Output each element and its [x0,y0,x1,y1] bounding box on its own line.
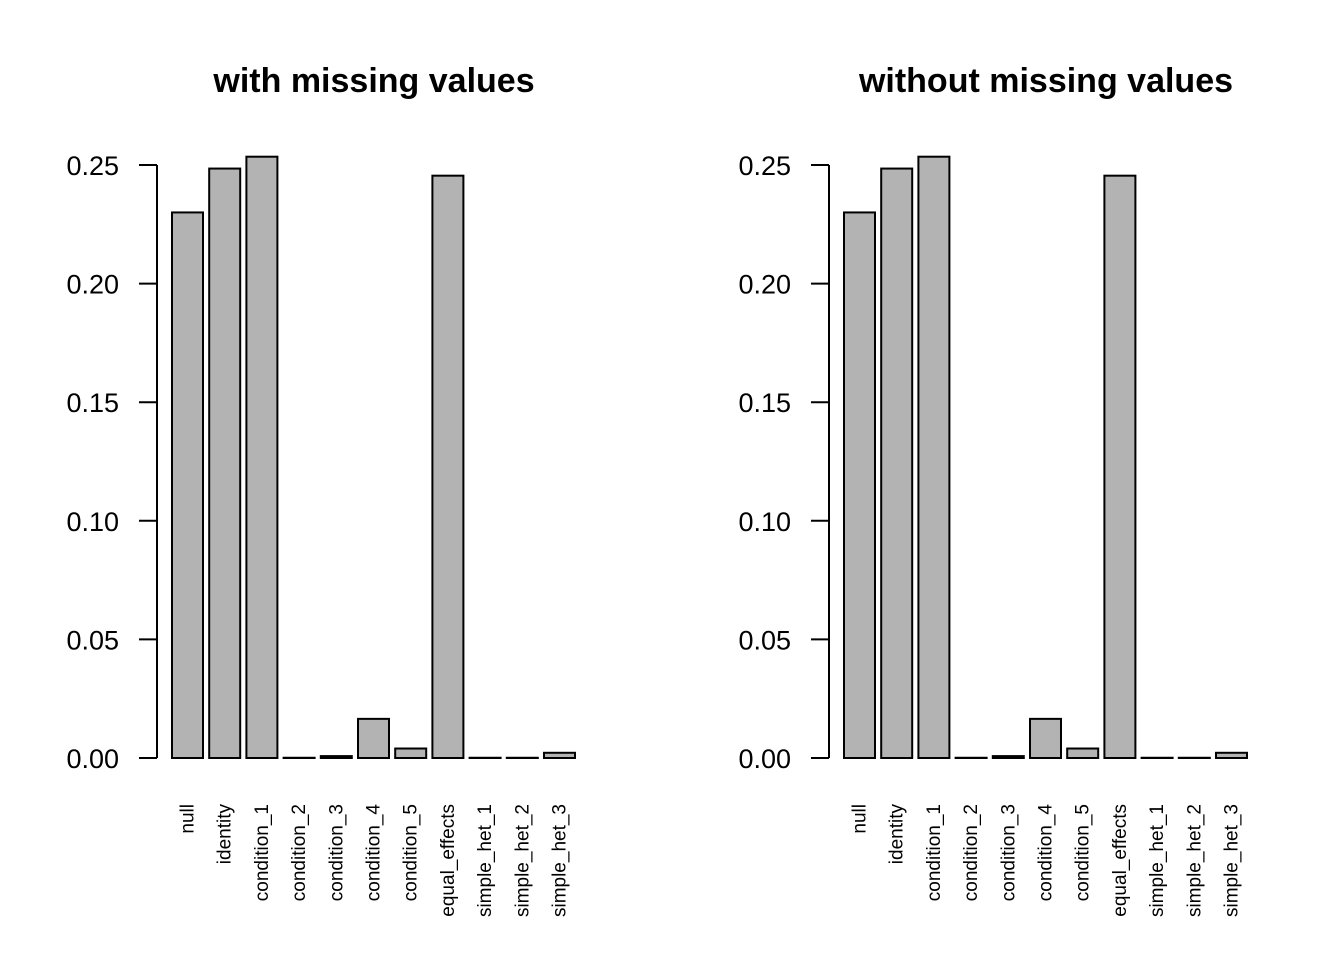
x-tick-label: condition_3 [326,804,347,901]
bar-equal-effects [1103,174,1137,759]
x-tick-label: condition_2 [961,804,982,901]
y-tick-label: 0.05 [738,625,791,655]
chart-panel-without-missing-values: without missing values 0.00 0.05 0.10 0.15 0… [738,62,1248,917]
y-tick-label: 0.15 [66,388,119,418]
x-tick-label: equal_effects [1110,804,1131,917]
bar-condition-5 [394,747,428,760]
bar-condition-1 [245,155,279,759]
x-tick-label: identity [215,804,236,865]
y-tick-label: 0.20 [738,270,791,300]
x-tick-label: simple_het_3 [1222,804,1243,917]
bar-condition-4 [1029,717,1062,759]
y-tick-label: 0.20 [66,270,119,300]
bar-null [171,211,204,759]
y-tick-label: 0.25 [738,151,791,181]
y-tick-label: 0.25 [66,151,119,181]
bar-condition-5 [1066,747,1100,760]
y-tick-label: 0.00 [738,744,791,774]
bar-condition-3 [991,755,1025,760]
bar-equal-effects [431,174,465,759]
x-tick-label: identity [887,804,908,865]
bar-simple-het-3 [1215,751,1248,760]
chart-title: without missing values [858,62,1233,100]
y-tick-label: 0.15 [738,388,791,418]
x-tick-label: condition_4 [1036,804,1057,902]
x-tick-label: simple_het_2 [1184,804,1205,917]
x-tick-label: condition_2 [289,804,310,901]
x-tick-label: equal_effects [438,804,459,917]
chart-panel-with-missing-values: with missing values 0.00 0.05 0.10 0.15 0.20… [66,62,576,917]
y-tick-label: 0.00 [66,744,119,774]
bar-condition-3 [319,755,353,760]
x-tick-label: null [850,804,871,834]
x-tick-label: simple_het_3 [550,804,571,917]
chart-title: with missing values [212,62,534,100]
bar-identity [880,167,914,760]
bar-identity [208,167,242,760]
bar-null [843,211,876,759]
x-tick-label: condition_5 [1073,804,1094,901]
x-tick-label: condition_3 [998,804,1019,901]
x-tick-label: condition_1 [252,804,273,901]
x-tick-label: condition_1 [924,804,945,901]
y-tick-label: 0.10 [738,507,791,537]
x-tick-label: condition_5 [401,804,422,901]
x-tick-label: simple_het_1 [1147,804,1168,917]
x-tick-label: simple_het_2 [512,804,533,917]
bar-simple-het-3 [543,751,576,760]
x-tick-label: condition_4 [364,804,385,902]
x-tick-label: simple_het_1 [475,804,496,917]
x-tick-label: null [178,804,199,834]
bar-condition-4 [357,717,390,759]
y-tick-label: 0.05 [66,625,119,655]
bar-condition-1 [917,155,951,759]
y-tick-label: 0.10 [66,507,119,537]
